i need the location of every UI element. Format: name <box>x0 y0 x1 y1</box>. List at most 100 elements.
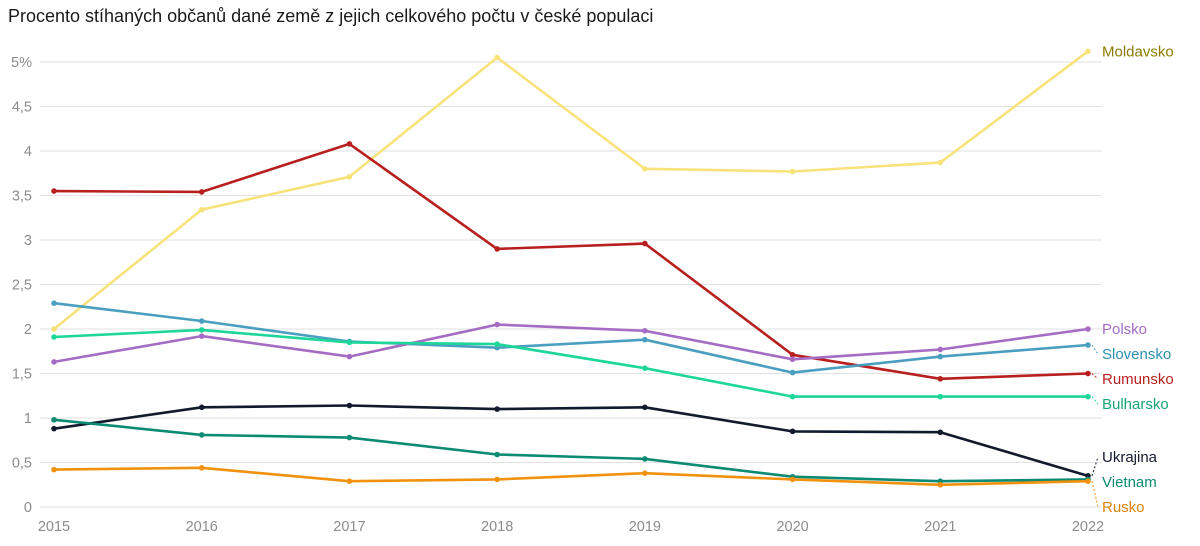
data-point-slovensko <box>1085 342 1091 348</box>
data-point-bulharsko <box>494 341 500 347</box>
data-point-ukrajina <box>642 404 648 411</box>
series-line-bulharsko <box>52 328 1090 398</box>
data-point-moldavsko <box>642 166 648 172</box>
data-point-polsko <box>1085 326 1091 332</box>
series-line-slovensko <box>52 301 1090 374</box>
series-line-rusko <box>52 466 1090 487</box>
data-point-polsko <box>642 327 648 334</box>
y-tick-label: 0,5 <box>12 456 32 472</box>
data-point-rusko <box>51 466 57 473</box>
data-point-ukrajina <box>346 402 353 409</box>
x-tick-label: 2019 <box>629 519 661 535</box>
data-point-bulharsko <box>642 365 648 371</box>
data-point-vietnam <box>346 434 353 441</box>
data-point-bulharsko <box>51 334 57 340</box>
y-tick-label: 2,5 <box>12 278 32 294</box>
label-connector-rusko <box>1091 481 1099 508</box>
data-point-rumunsko <box>937 376 944 382</box>
data-point-rusko <box>494 476 500 483</box>
x-axis-ticks: 2015 2016 2017 2018 2019 2020 2021 2022 <box>38 519 1104 535</box>
series-label-moldavsko: Moldavsko <box>1102 43 1174 60</box>
data-point-polsko <box>937 346 944 353</box>
data-point-polsko <box>198 333 205 339</box>
data-point-bulharsko <box>346 339 353 346</box>
data-point-polsko <box>494 321 500 328</box>
series-lines <box>51 48 1091 488</box>
data-point-bulharsko <box>789 393 796 400</box>
data-point-polsko <box>51 359 57 365</box>
y-tick-label: 1,5 <box>12 367 32 383</box>
x-tick-label: 2022 <box>1072 519 1104 535</box>
series-line-ukrajina <box>52 404 1090 478</box>
data-point-moldavsko <box>789 168 796 175</box>
data-point-rumunsko <box>642 240 648 247</box>
data-point-vietnam <box>198 432 205 438</box>
data-point-ukrajina <box>494 406 500 412</box>
data-point-rusko <box>789 476 796 483</box>
label-connector-slovensko <box>1091 344 1099 355</box>
data-point-rusko <box>198 465 205 471</box>
data-point-rusko <box>346 478 353 484</box>
data-point-moldavsko <box>51 326 57 332</box>
data-point-vietnam <box>642 456 648 462</box>
series-label-bulharsko: Bulharsko <box>1102 396 1169 413</box>
series-line-rumunsko <box>52 142 1090 381</box>
data-point-slovensko <box>51 300 57 306</box>
x-tick-label: 2021 <box>924 519 956 535</box>
data-point-polsko <box>789 356 796 363</box>
data-point-bulharsko <box>937 393 944 400</box>
y-tick-label: 5% <box>11 55 32 71</box>
label-connector-bulharsko <box>1091 396 1099 405</box>
data-point-ukrajina <box>51 425 57 432</box>
data-point-moldavsko <box>494 54 500 61</box>
data-point-polsko <box>346 353 353 360</box>
data-point-rusko <box>642 470 648 476</box>
label-connector-rumunsko <box>1091 373 1099 380</box>
data-point-rumunsko <box>789 352 796 358</box>
series-label-rumunsko: Rumunsko <box>1102 371 1174 388</box>
y-tick-label: 4 <box>24 144 32 160</box>
data-point-moldavsko <box>346 174 353 180</box>
x-tick-label: 2018 <box>481 519 513 535</box>
series-label-polsko: Polsko <box>1102 321 1147 338</box>
series-line-polsko <box>52 323 1090 364</box>
data-point-bulharsko <box>198 327 205 333</box>
data-point-rusko <box>937 481 944 488</box>
x-tick-label: 2017 <box>333 519 365 535</box>
series-label-ukrajina: Ukrajina <box>1102 449 1158 466</box>
y-tick-label: 2 <box>24 322 32 338</box>
grid-lines <box>40 61 1102 508</box>
data-point-ukrajina <box>937 429 944 436</box>
series-label-slovensko: Slovensko <box>1102 346 1171 363</box>
series-label-vietnam: Vietnam <box>1102 474 1157 491</box>
label-connector-ukrajina <box>1091 456 1099 477</box>
data-point-bulharsko <box>1085 393 1091 400</box>
data-point-slovensko <box>937 353 944 360</box>
data-point-ukrajina <box>789 428 796 435</box>
y-tick-label: 1 <box>24 411 32 427</box>
data-point-rusko <box>1085 478 1091 484</box>
series-line-vietnam <box>52 418 1090 483</box>
data-point-slovensko <box>789 369 796 376</box>
data-point-moldavsko <box>937 159 944 166</box>
data-point-moldavsko <box>198 206 205 213</box>
y-axis-ticks: 0 0,5 1 1,5 2 2,5 3 3,5 4 4,5 5% <box>11 55 32 516</box>
x-tick-label: 2016 <box>186 519 218 535</box>
data-point-rumunsko <box>346 141 353 147</box>
data-point-rumunsko <box>1085 370 1091 377</box>
data-point-rumunsko <box>51 188 57 194</box>
chart-title: Procento stíhaných občanů dané země z je… <box>8 6 654 26</box>
data-point-slovensko <box>642 336 648 343</box>
series-line-moldavsko <box>52 49 1090 331</box>
data-point-rumunsko <box>198 189 205 195</box>
series-label-rusko: Rusko <box>1102 499 1145 516</box>
x-tick-label: 2020 <box>776 519 808 535</box>
data-point-slovensko <box>198 318 205 324</box>
y-tick-label: 4,5 <box>12 100 32 116</box>
data-point-vietnam <box>51 416 57 423</box>
y-tick-label: 3,5 <box>12 189 32 205</box>
data-point-ukrajina <box>198 404 205 411</box>
data-point-rumunsko <box>494 246 500 252</box>
y-tick-label: 0 <box>24 500 32 516</box>
